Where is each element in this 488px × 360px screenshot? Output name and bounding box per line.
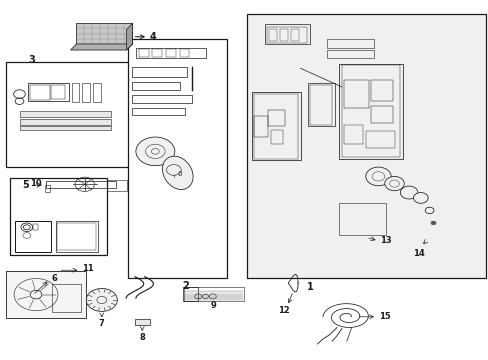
Bar xyxy=(290,29,298,41)
Circle shape xyxy=(384,176,404,191)
Bar xyxy=(339,203,385,235)
Bar xyxy=(15,221,51,252)
Bar xyxy=(180,49,189,57)
Bar xyxy=(370,105,392,123)
Bar xyxy=(45,185,50,192)
Text: 5: 5 xyxy=(22,180,29,190)
Text: 0: 0 xyxy=(177,171,182,177)
Bar xyxy=(20,120,110,125)
Bar xyxy=(183,287,244,301)
Bar xyxy=(33,224,38,230)
Polygon shape xyxy=(70,44,132,50)
Bar xyxy=(307,83,334,126)
Circle shape xyxy=(365,167,390,186)
Text: 8: 8 xyxy=(139,333,145,342)
Bar xyxy=(271,130,283,144)
Bar xyxy=(127,39,227,279)
Bar xyxy=(139,49,148,57)
Bar xyxy=(254,94,298,158)
Bar xyxy=(326,39,373,48)
Bar xyxy=(132,82,180,90)
Bar xyxy=(341,66,400,157)
Bar xyxy=(267,27,306,42)
Circle shape xyxy=(400,186,417,199)
Text: 7: 7 xyxy=(99,319,104,328)
Bar xyxy=(251,92,300,160)
Bar xyxy=(132,67,186,77)
Bar xyxy=(339,64,402,158)
Bar xyxy=(135,319,149,325)
Text: 14: 14 xyxy=(412,249,424,258)
Circle shape xyxy=(430,221,435,225)
Bar xyxy=(51,85,65,99)
Bar xyxy=(344,80,368,108)
Bar xyxy=(166,49,176,57)
Bar xyxy=(344,125,362,144)
Bar xyxy=(20,111,110,117)
Bar xyxy=(152,49,162,57)
Text: 4: 4 xyxy=(150,32,157,42)
Text: 9: 9 xyxy=(210,301,216,310)
Circle shape xyxy=(425,207,433,213)
Bar xyxy=(370,80,392,101)
Ellipse shape xyxy=(162,156,193,189)
Bar xyxy=(309,85,331,125)
Bar xyxy=(246,14,485,279)
Bar xyxy=(131,108,184,115)
Bar xyxy=(136,48,205,58)
Bar xyxy=(254,116,267,137)
Text: 2: 2 xyxy=(183,281,189,291)
Bar xyxy=(107,180,126,191)
Bar xyxy=(56,221,98,252)
Text: 6: 6 xyxy=(52,274,58,283)
Bar xyxy=(280,29,287,41)
Bar xyxy=(82,83,90,102)
Text: 1: 1 xyxy=(306,282,313,292)
Polygon shape xyxy=(76,23,132,44)
Bar xyxy=(30,85,50,100)
Bar xyxy=(52,284,81,312)
Text: 10: 10 xyxy=(30,179,42,188)
Bar xyxy=(269,29,277,41)
Bar xyxy=(6,62,130,167)
Bar xyxy=(58,222,96,250)
Bar xyxy=(265,24,309,44)
Bar xyxy=(46,181,116,188)
Bar xyxy=(6,271,86,318)
Text: 15: 15 xyxy=(378,312,390,321)
Bar xyxy=(268,110,285,126)
Circle shape xyxy=(413,193,427,203)
Text: 12: 12 xyxy=(278,306,289,315)
Bar xyxy=(28,83,69,101)
Bar xyxy=(366,131,395,148)
Bar xyxy=(71,83,79,102)
Text: 3: 3 xyxy=(28,55,35,65)
Bar xyxy=(183,287,197,301)
Bar xyxy=(131,95,192,103)
Bar xyxy=(93,83,101,102)
Bar xyxy=(20,126,110,130)
Circle shape xyxy=(136,137,175,166)
Bar xyxy=(10,178,107,255)
Text: 13: 13 xyxy=(379,237,391,246)
Text: 11: 11 xyxy=(81,264,93,273)
Bar xyxy=(326,50,373,58)
Polygon shape xyxy=(126,23,132,50)
Circle shape xyxy=(86,288,117,311)
